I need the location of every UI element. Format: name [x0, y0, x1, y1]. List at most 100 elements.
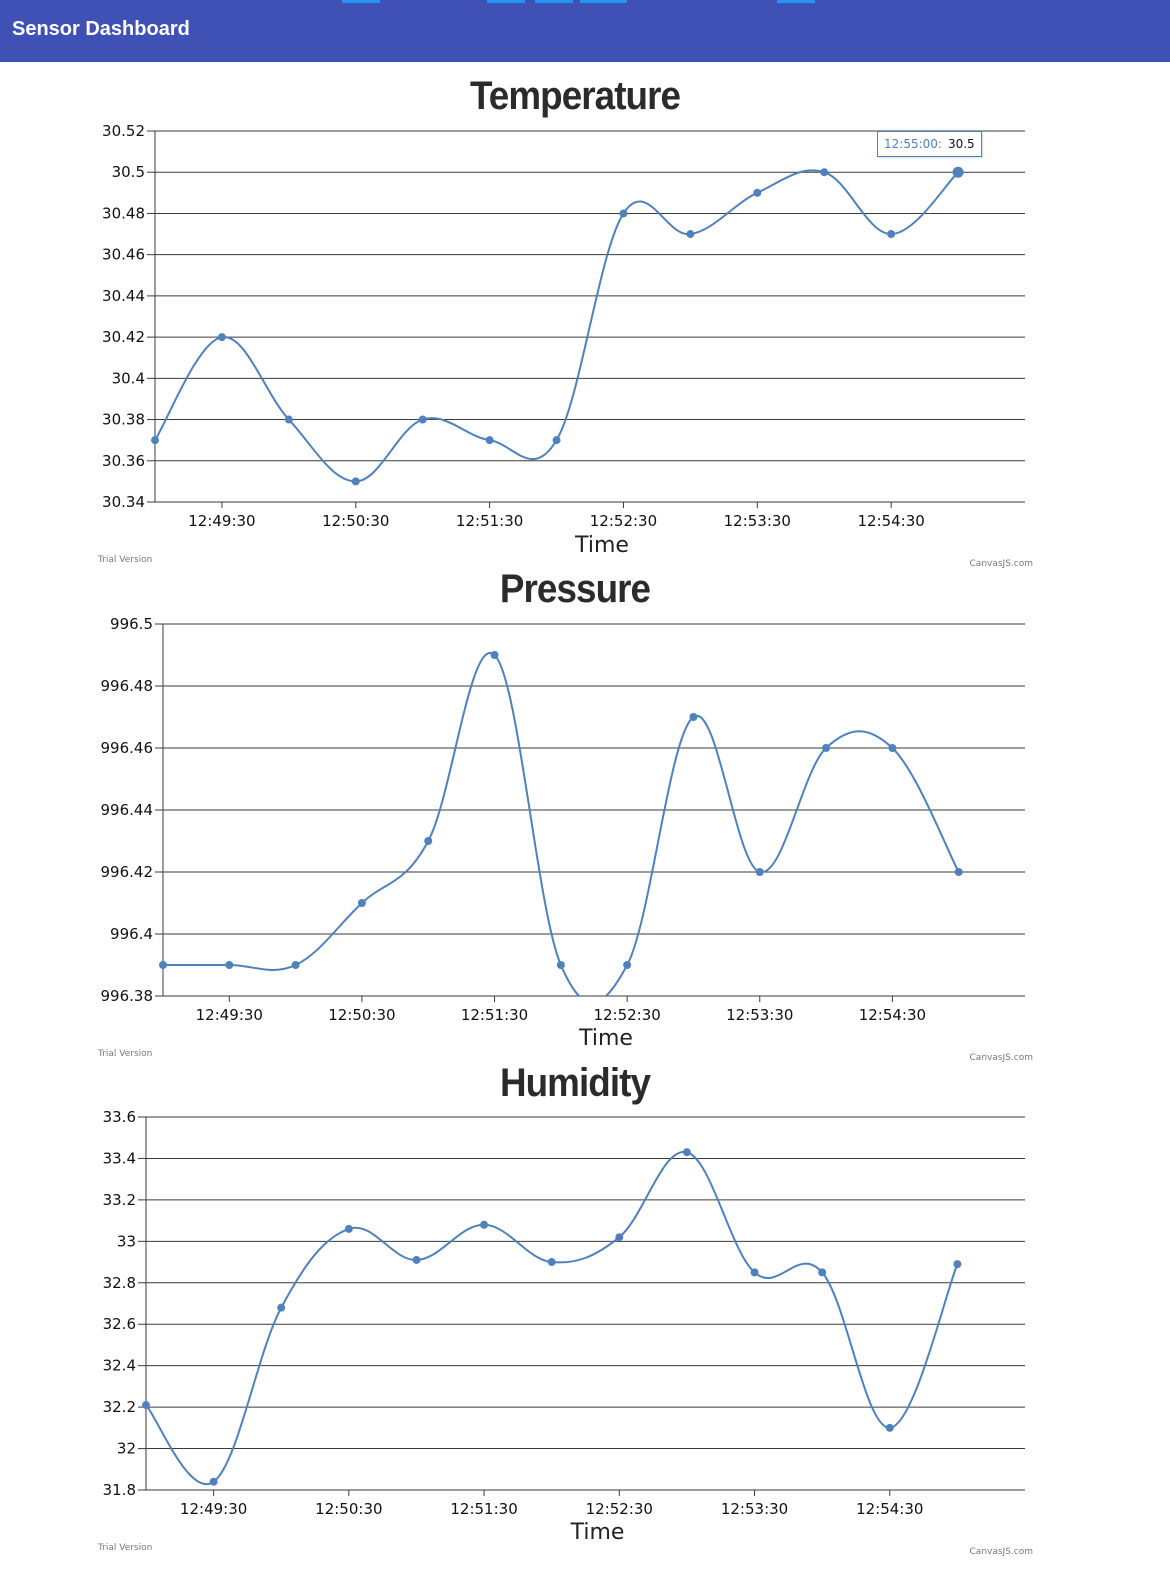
data-point[interactable]	[142, 1401, 150, 1410]
data-point[interactable]	[225, 961, 234, 969]
data-point[interactable]	[615, 1233, 624, 1242]
x-tick-label: 12:54:30	[857, 512, 924, 530]
y-tick-label: 32.2	[103, 1398, 136, 1416]
data-point[interactable]	[682, 1148, 691, 1157]
x-tick-label: 12:50:30	[315, 1500, 382, 1518]
x-tick-label: 12:52:30	[586, 1500, 653, 1518]
data-point[interactable]	[217, 333, 226, 342]
y-tick-label: 996.5	[110, 615, 153, 633]
data-point[interactable]	[818, 1268, 827, 1277]
x-tick-label: 12:52:30	[590, 512, 657, 530]
y-tick-label: 996.42	[101, 863, 154, 881]
x-axis-title: Time	[578, 1026, 633, 1051]
data-point[interactable]	[888, 744, 897, 752]
canvasjs-credit-label: CanvasJS.com	[970, 1547, 1033, 1557]
data-point[interactable]	[485, 436, 494, 445]
data-point[interactable]	[424, 837, 433, 845]
tooltip-value: 30.5	[947, 137, 975, 151]
data-point[interactable]	[277, 1303, 286, 1312]
y-tick-label: 30.52	[102, 122, 145, 140]
y-tick-label: 30.42	[102, 328, 145, 346]
data-point[interactable]	[820, 168, 829, 177]
data-point[interactable]	[490, 651, 499, 659]
data-point[interactable]	[547, 1258, 556, 1267]
y-tick-label: 30.46	[102, 246, 145, 264]
y-tick-label: 32.6	[103, 1315, 136, 1333]
y-tick-label: 30.38	[102, 411, 145, 429]
x-tick-label: 12:54:30	[856, 1500, 923, 1518]
y-tick-label: 30.48	[102, 204, 145, 222]
x-axis-title: Time	[570, 1520, 625, 1545]
data-point[interactable]	[623, 961, 632, 969]
y-tick-label: 33.6	[103, 1108, 136, 1126]
y-tick-label: 32.8	[103, 1274, 136, 1292]
x-tick-label: 12:51:30	[450, 1500, 517, 1518]
data-point[interactable]	[552, 436, 561, 445]
nav-tab-indicator[interactable]	[535, 0, 573, 3]
data-point[interactable]	[291, 961, 300, 969]
x-axis-title: Time	[574, 533, 629, 558]
y-tick-label: 30.44	[102, 287, 145, 305]
data-point[interactable]	[753, 188, 762, 197]
data-point[interactable]	[619, 209, 628, 218]
y-tick-label: 996.44	[101, 801, 154, 819]
y-tick-label: 33.4	[103, 1149, 136, 1167]
nav-tab-indicator[interactable]	[342, 0, 380, 3]
data-point[interactable]	[755, 868, 764, 876]
y-tick-label: 30.34	[102, 493, 145, 511]
data-point[interactable]	[953, 1260, 962, 1269]
data-point[interactable]	[954, 868, 963, 876]
data-point[interactable]	[480, 1220, 489, 1229]
data-point[interactable]	[556, 961, 565, 969]
y-tick-label: 996.38	[101, 987, 154, 1005]
data-point[interactable]	[357, 899, 366, 907]
data-point[interactable]	[344, 1224, 353, 1233]
y-tick-label: 33	[117, 1232, 136, 1250]
x-tick-label: 12:49:30	[188, 512, 255, 530]
y-tick-label: 30.5	[112, 163, 145, 181]
data-point[interactable]	[418, 415, 427, 424]
data-point[interactable]	[351, 477, 360, 486]
data-point[interactable]	[750, 1268, 759, 1277]
x-tick-label: 12:50:30	[328, 1006, 395, 1024]
x-tick-label: 12:53:30	[724, 512, 791, 530]
x-tick-label: 12:49:30	[180, 1500, 247, 1518]
tooltip-label: 12:55:00:	[884, 137, 942, 151]
data-point[interactable]	[822, 744, 831, 752]
y-tick-label: 996.46	[101, 739, 154, 757]
data-point[interactable]	[887, 230, 896, 239]
data-point[interactable]	[952, 166, 964, 178]
data-point[interactable]	[209, 1477, 218, 1486]
y-tick-label: 30.4	[112, 369, 145, 387]
nav-tab-indicator[interactable]	[580, 0, 627, 3]
data-point[interactable]	[159, 961, 167, 969]
canvasjs-credit-label: CanvasJS.com	[970, 1053, 1033, 1063]
trial-version-label: Trial Version	[97, 555, 152, 565]
trial-version-label: Trial Version	[97, 1049, 152, 1059]
y-tick-label: 33.2	[103, 1191, 136, 1209]
data-point[interactable]	[284, 415, 293, 424]
chart-title: Humidity	[499, 1061, 651, 1105]
pressure-plot[interactable]: 996.38 996.4 996.42 996.44 996.46 996.48 996.5…	[0, 0, 1170, 1080]
y-tick-label: 31.8	[103, 1481, 136, 1499]
data-point[interactable]	[686, 230, 695, 239]
data-point[interactable]	[689, 713, 698, 721]
y-tick-label: 32	[117, 1440, 136, 1458]
data-point[interactable]	[151, 436, 159, 445]
app-title: Sensor Dashboard	[12, 18, 190, 40]
x-tick-label: 12:53:30	[721, 1500, 788, 1518]
data-point[interactable]	[885, 1423, 894, 1432]
series-line	[146, 1151, 959, 1486]
series-line	[163, 651, 960, 996]
nav-tab-indicator[interactable]	[487, 0, 525, 3]
y-tick-label: 30.36	[102, 452, 145, 470]
data-point[interactable]	[412, 1255, 421, 1264]
trial-version-label: Trial Version	[97, 1543, 152, 1553]
temperature-plot[interactable]: 30.34 30.36 30.38 30.4 30.42 30.44 30.46 30.48 3…	[0, 0, 1170, 580]
canvasjs-credit-label: CanvasJS.com	[970, 559, 1033, 569]
y-tick-label: 996.4	[110, 925, 153, 943]
nav-tab-indicator[interactable]	[777, 0, 815, 3]
y-tick-label: 32.4	[103, 1357, 136, 1375]
chart-title: Pressure	[499, 567, 651, 611]
